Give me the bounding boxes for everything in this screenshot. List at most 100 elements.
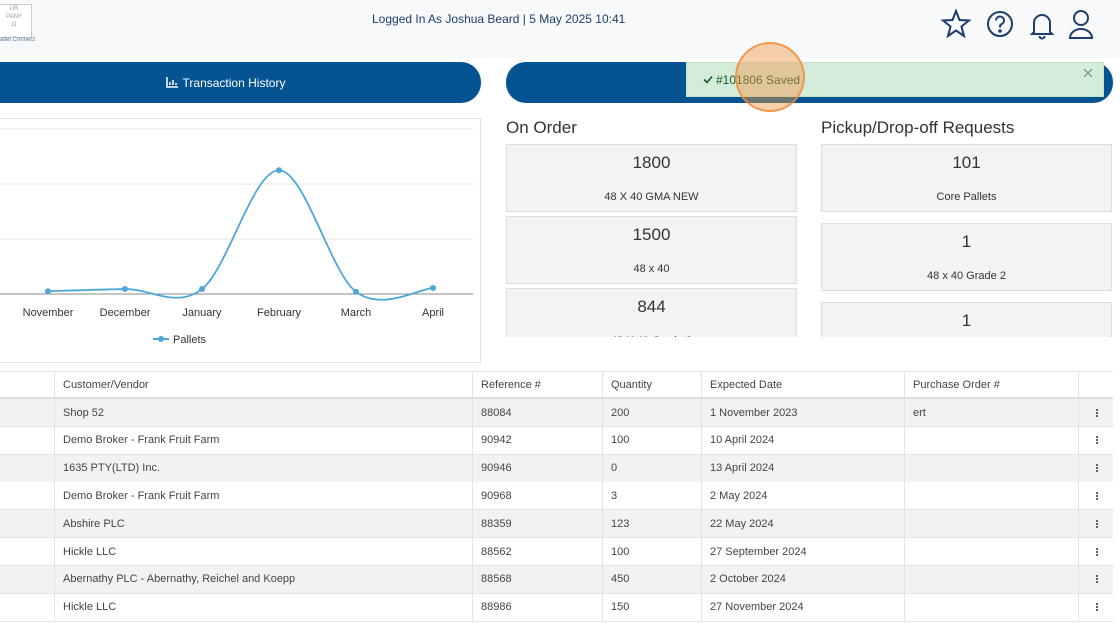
- chart-panel: November December January February March Apri…: [0, 118, 481, 363]
- data-point: [430, 284, 436, 291]
- data-point: [122, 286, 128, 293]
- column-header: Purchase Order #: [904, 372, 1078, 397]
- table-cell: [904, 454, 1078, 482]
- table-cell: 450: [602, 565, 701, 593]
- card-label: 48 x 40: [633, 263, 670, 275]
- cell: [0, 538, 54, 565]
- summary-card: 148 x 40: [821, 302, 1112, 337]
- table-cell: [904, 538, 1078, 565]
- table-cell: 123: [602, 510, 701, 538]
- row-actions[interactable]: [1078, 593, 1113, 621]
- row-actions[interactable]: [1078, 538, 1113, 565]
- cell: [0, 399, 54, 426]
- table-cell: 0: [602, 454, 701, 482]
- x-tick-label: November: [23, 307, 74, 319]
- logo-caption: allet Connect: [0, 37, 36, 43]
- toast-close[interactable]: [1083, 68, 1093, 78]
- table-cell: 200: [602, 399, 701, 426]
- card-label: 48 X 40 GMA NEW: [604, 191, 699, 203]
- cell: [0, 594, 54, 621]
- data-point: [199, 286, 205, 293]
- table-cell: Abshire PLC: [54, 510, 472, 538]
- cell: [0, 510, 54, 537]
- section-title: On Order: [506, 118, 577, 137]
- summary-card: 1 48 x 40 Grade 2: [821, 223, 1112, 291]
- table-row: Shop 52 88084 200 1 November 2023 ert: [0, 399, 1113, 427]
- card-value: 1: [961, 232, 972, 251]
- header: UR PANY O allet Connect Logged In As Jos…: [0, 0, 1120, 58]
- kebab-icon: [1096, 411, 1098, 414]
- table-row: Demo Broker - Frank Fruit Farm 90968 3 2 Ma…: [0, 482, 1113, 511]
- table-cell: 88568: [472, 565, 602, 593]
- card-value: 1800: [632, 153, 671, 172]
- transaction-history-button[interactable]: Transaction History: [0, 62, 481, 103]
- data-point: [353, 288, 359, 295]
- button-label: Transaction History: [182, 75, 286, 90]
- table-cell: 13 April 2024: [701, 454, 904, 482]
- table-cell: 27 November 2024: [701, 593, 904, 621]
- x-tick-label: January: [182, 307, 222, 319]
- x-tick-label: February: [257, 307, 302, 319]
- summary-card: 101 Core Pallets: [821, 144, 1112, 212]
- cell: [0, 455, 54, 482]
- cell: [0, 566, 54, 593]
- on-order-list: 1800 48 X 40 GMA NEW 1500 48 x 40 844 48 X 40…: [506, 144, 798, 337]
- chart: November December January February March Apri…: [0, 128, 473, 346]
- cell: [0, 427, 54, 454]
- table-cell: 1 November 2023: [701, 399, 904, 426]
- table-cell: 27 September 2024: [701, 538, 904, 565]
- column-header: Quantity: [602, 372, 701, 397]
- table-cell: 88359: [472, 510, 602, 538]
- table-cell: 90942: [472, 426, 602, 454]
- kebab-icon: [1096, 467, 1098, 470]
- summary-card: 1800 48 X 40 GMA NEW: [506, 144, 797, 212]
- logo: UR PANY O: [0, 4, 32, 38]
- table-cell: 22 May 2024: [701, 510, 904, 538]
- row-actions[interactable]: [1078, 399, 1113, 426]
- table-cell: Abernathy PLC - Abernathy, Reichel and K…: [54, 565, 472, 593]
- data-point: [276, 167, 282, 174]
- favorites-icon[interactable]: [940, 8, 972, 39]
- legend-label: Pallets: [173, 334, 207, 346]
- notifications-icon[interactable]: [1029, 14, 1055, 40]
- table-cell: Hickle LLC: [54, 538, 472, 565]
- series-line: [47, 169, 434, 301]
- table-cell: 88562: [472, 538, 602, 565]
- help-icon[interactable]: [987, 11, 1013, 37]
- table-cell: Demo Broker - Frank Fruit Farm: [54, 426, 472, 454]
- table-row: Demo Broker - Frank Fruit Farm 90942 100 10…: [0, 426, 1113, 455]
- card-label: Core Pallets: [936, 191, 997, 203]
- row-actions[interactable]: [1078, 454, 1113, 482]
- table-cell: [904, 426, 1078, 454]
- table-row: Hickle LLC 88562 100 27 September 2024: [0, 538, 1113, 566]
- x-tick-label: December: [100, 307, 151, 319]
- table-cell: Hickle LLC: [54, 593, 472, 621]
- kebab-icon: [1096, 578, 1098, 581]
- card-value: 844: [637, 297, 666, 316]
- table-row: 1635 PTY(LTD) Inc. 90946 0 13 April 2024: [0, 454, 1113, 483]
- table-cell: 90968: [472, 482, 602, 510]
- row-actions[interactable]: [1078, 565, 1113, 593]
- profile-icon[interactable]: [1068, 10, 1094, 39]
- table-cell: 88084: [472, 399, 602, 426]
- check-icon: [703, 75, 713, 84]
- click-indicator: [735, 42, 805, 112]
- header-icons: [940, 8, 1094, 40]
- section-title: Pickup/Drop-off Requests: [821, 118, 1015, 137]
- row-actions[interactable]: [1078, 482, 1113, 510]
- x-tick-label: March: [341, 307, 372, 319]
- card-label: 48 X 40 Grade 2: [507, 335, 796, 337]
- table-cell: 90946: [472, 454, 602, 482]
- login-status: Logged In As Joshua Beard | 5 May 2025 1…: [372, 12, 626, 26]
- row-actions[interactable]: [1078, 510, 1113, 538]
- kebab-icon: [1096, 550, 1098, 553]
- table-cell: 2 May 2024: [701, 482, 904, 510]
- logo-line: PANY: [6, 14, 22, 20]
- row-actions[interactable]: [1078, 426, 1113, 454]
- card-value: 1500: [632, 225, 671, 244]
- table-row: Hickle LLC 88986 150 27 November 2024: [0, 593, 1113, 622]
- column-header: Reference #: [472, 372, 602, 397]
- summary-card: 1500 48 x 40: [506, 216, 797, 284]
- table-cell: 88986: [472, 593, 602, 621]
